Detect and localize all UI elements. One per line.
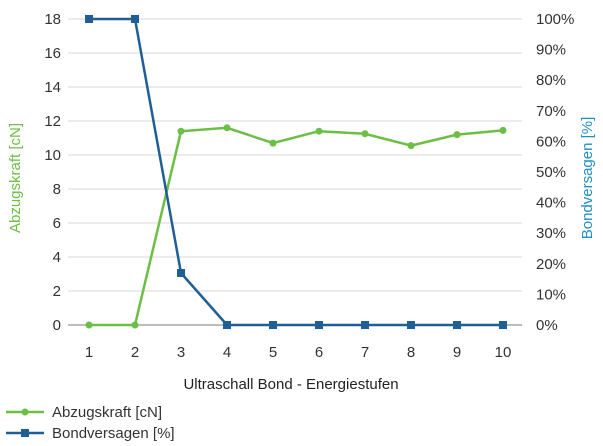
x-tick-label: 3: [177, 344, 185, 361]
right-tick-label: 0%: [536, 317, 558, 334]
data-point-square: [453, 321, 461, 329]
right-tick-label: 100%: [536, 11, 574, 28]
data-point-circle: [361, 130, 369, 138]
x-tick-label: 10: [495, 344, 512, 361]
right-tick-label: 30%: [536, 225, 566, 242]
data-point-square: [407, 321, 415, 329]
data-point-square: [131, 15, 139, 23]
x-tick-label: 6: [315, 344, 323, 361]
data-point-circle: [223, 124, 231, 132]
left-tick-label: 10: [44, 147, 61, 164]
right-tick-label: 10%: [536, 286, 566, 303]
right-tick-label: 40%: [536, 195, 566, 212]
right-tick-label: 90%: [536, 42, 566, 59]
left-tick-label: 2: [53, 283, 61, 300]
x-tick-label: 4: [223, 344, 231, 361]
data-point-circle: [407, 142, 415, 150]
left-tick-label: 0: [53, 317, 61, 334]
gridlines: [68, 18, 522, 326]
right-tick-label: 20%: [536, 256, 566, 273]
data-point-square: [361, 321, 369, 329]
x-axis-title: Ultraschall Bond - Energiestufen: [183, 376, 398, 393]
data-point-circle: [499, 126, 507, 134]
data-point-circle: [453, 131, 461, 139]
left-tick-label: 6: [53, 215, 61, 232]
x-axis-ticks: 1 2 3 4 5 6 7 8 9 10: [85, 344, 512, 361]
series-layer: [85, 15, 507, 329]
left-tick-label: 4: [53, 249, 61, 266]
data-point-square: [85, 15, 93, 23]
x-tick-label: 1: [85, 344, 93, 361]
series-line-2: [89, 17, 503, 327]
left-axis-title: Abzugskraft [cN]: [7, 123, 24, 233]
left-tick-label: 14: [44, 79, 61, 96]
legend-marker-square: [21, 429, 29, 437]
x-tick-label: 8: [407, 344, 415, 361]
data-point-circle: [269, 139, 277, 147]
x-tick-label: 5: [269, 344, 277, 361]
data-point-square: [315, 321, 323, 329]
x-tick-label: 9: [453, 344, 461, 361]
right-axis-title: Bondversagen [%]: [579, 117, 596, 240]
x-tick-label: 2: [131, 344, 139, 361]
data-point-circle: [131, 321, 139, 329]
data-point-square: [223, 321, 231, 329]
data-point-square: [499, 321, 507, 329]
legend-marker-circle: [21, 408, 29, 416]
legend: Abzugskraft [cN] Bondversagen [%]: [6, 404, 175, 442]
series-line-1: [89, 126, 504, 327]
data-point-square: [177, 268, 185, 277]
legend-label: Abzugskraft [cN]: [52, 404, 162, 421]
legend-label: Bondversagen [%]: [52, 425, 175, 442]
right-tick-label: 80%: [536, 72, 566, 89]
left-tick-label: 12: [44, 113, 61, 130]
left-axis-ticks: 0 2 4 6 8 10 12 14 16 18: [44, 11, 61, 334]
right-tick-label: 50%: [536, 164, 566, 181]
left-tick-label: 8: [53, 181, 61, 198]
data-point-circle: [85, 321, 93, 329]
right-tick-label: 60%: [536, 133, 566, 150]
left-tick-label: 18: [44, 11, 61, 28]
data-point-circle: [177, 127, 185, 135]
right-axis-ticks: 0% 10% 20% 30% 40% 50% 60% 70% 80% 90% 100%: [536, 11, 574, 334]
right-tick-label: 70%: [536, 103, 566, 120]
data-point-circle: [315, 127, 323, 135]
x-tick-label: 7: [361, 344, 369, 361]
left-tick-label: 16: [44, 45, 61, 62]
data-point-square: [269, 321, 277, 329]
